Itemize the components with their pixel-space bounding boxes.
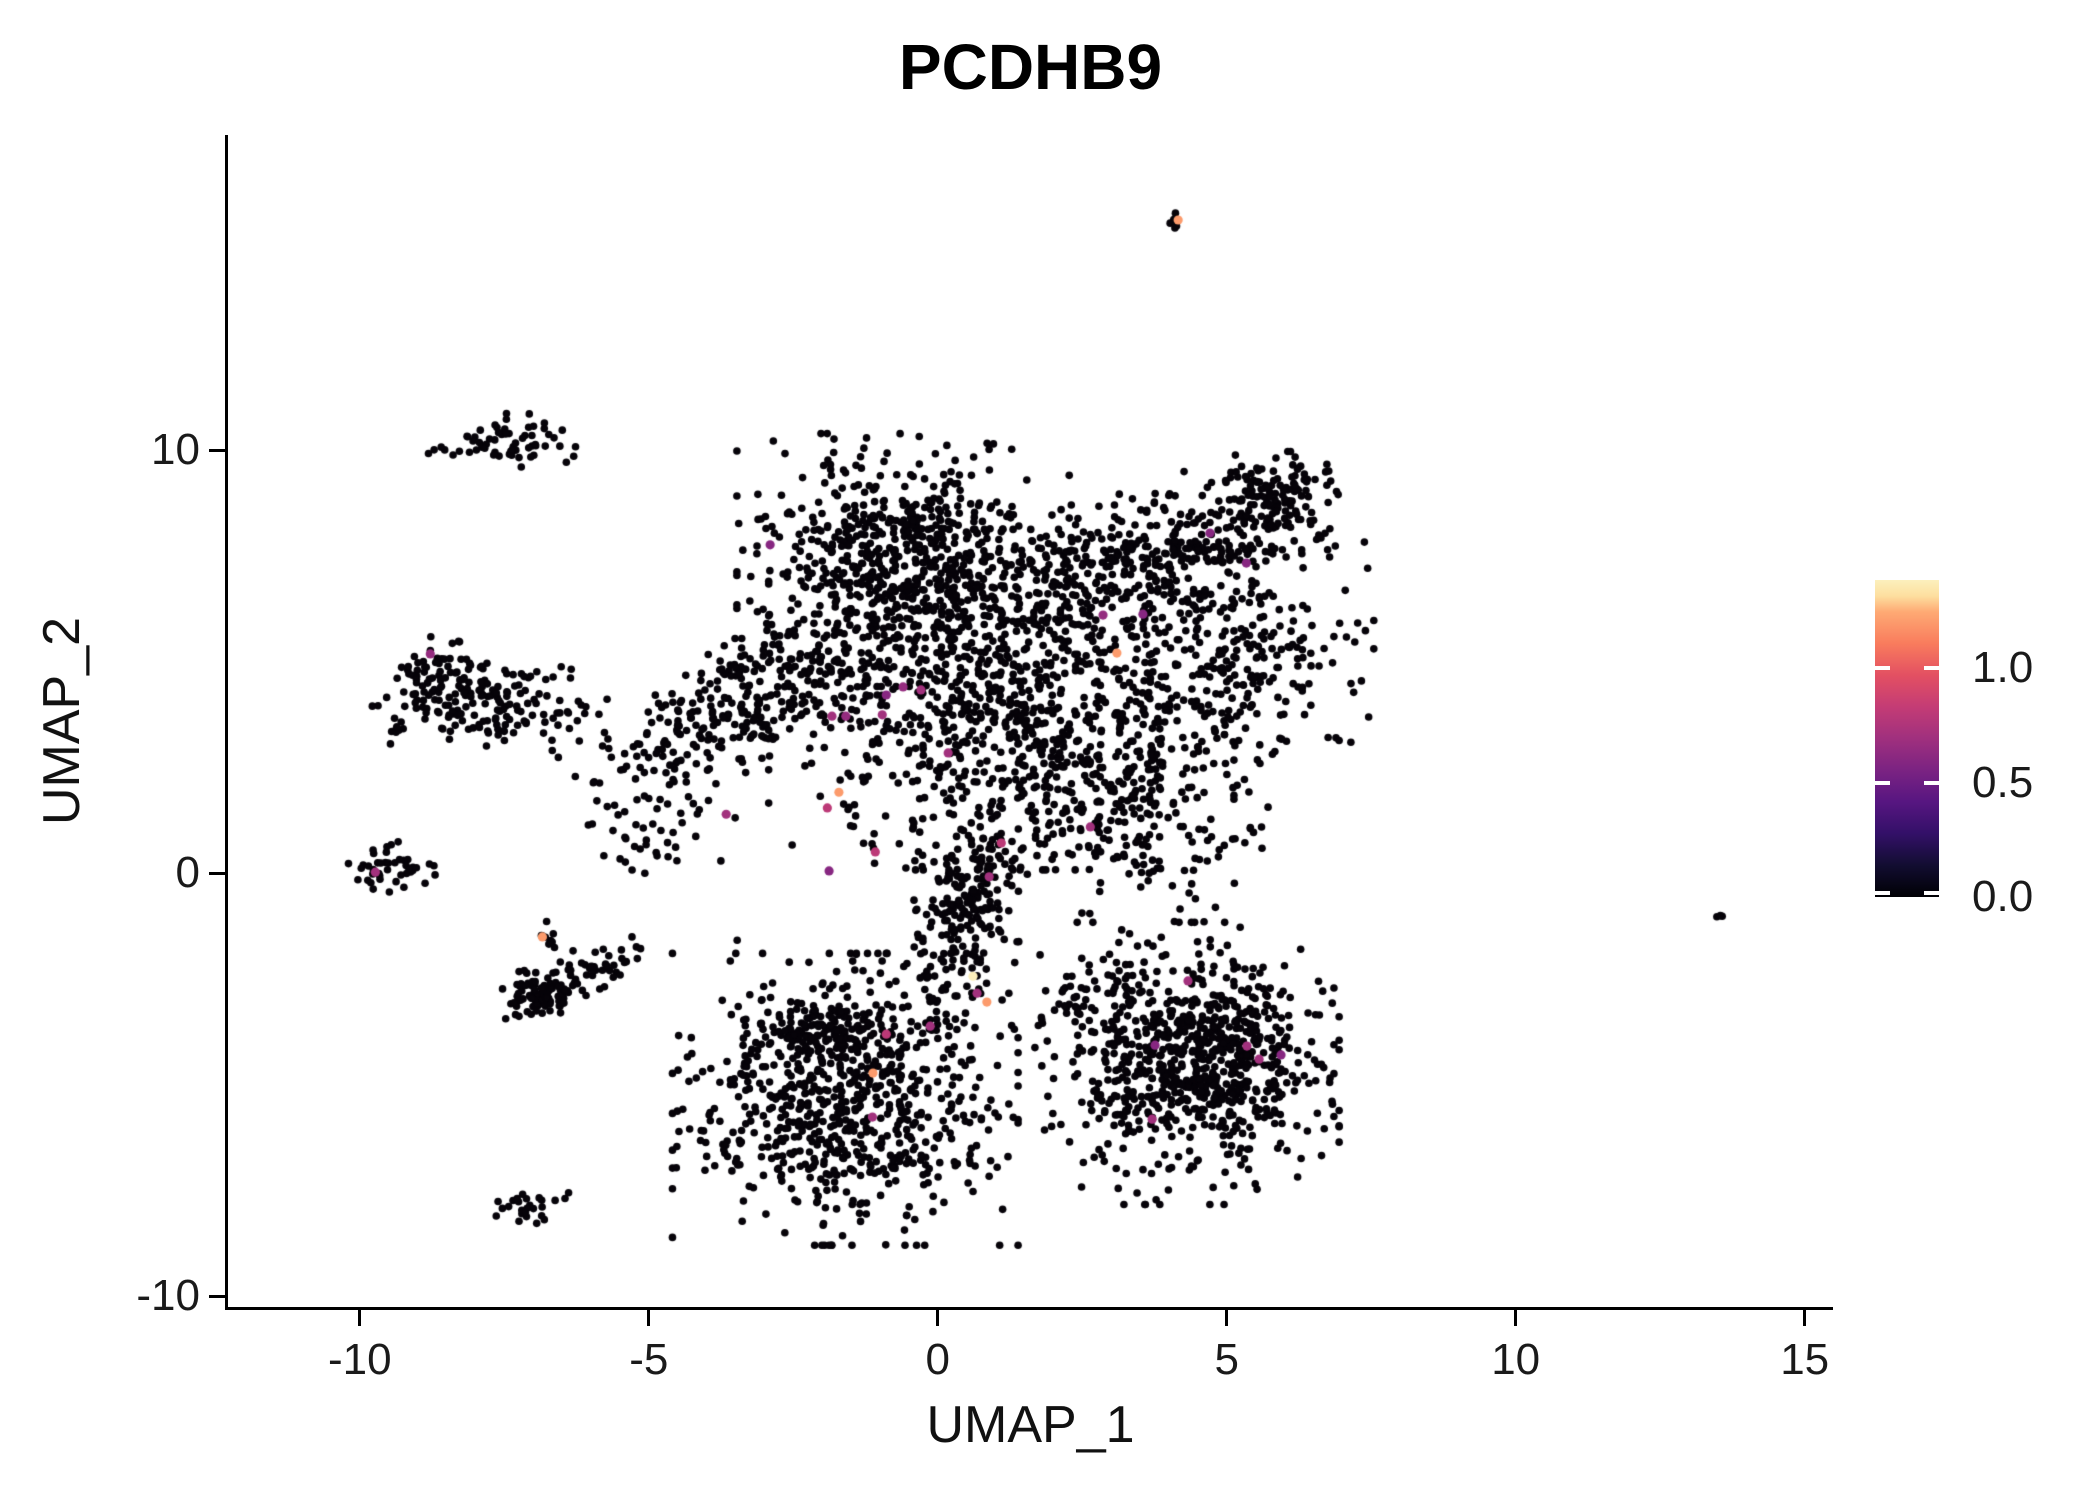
y-tick-label: 10 [151, 425, 200, 475]
x-tick-label: 15 [1780, 1335, 1830, 1384]
x-tick-mark [358, 1310, 362, 1326]
x-axis-line [225, 1307, 1833, 1310]
colorbar-tick-notch [1924, 891, 1939, 895]
x-tick-mark [936, 1310, 940, 1326]
plot-title: PCDHB9 [898, 31, 1163, 103]
x-tick-label: 5 [1214, 1335, 1239, 1384]
y-axis-title: UMAP_2 [33, 616, 91, 826]
expression-colorbar [1875, 580, 1939, 897]
colorbar-tick-notch [1924, 666, 1939, 670]
colorbar-tick-notch [1924, 780, 1939, 785]
y-tick-mark [209, 871, 225, 875]
colorbar-tick-notch [1875, 780, 1890, 785]
x-tick-mark [647, 1310, 651, 1326]
x-tick-mark [1803, 1310, 1807, 1326]
x-tick-label: 0 [925, 1335, 950, 1384]
y-tick-mark [209, 448, 225, 452]
colorbar-tick-label: 0.5 [1972, 757, 2034, 807]
x-axis-title: UMAP_1 [926, 1396, 1135, 1454]
colorbar-tick-notch [1875, 891, 1890, 895]
y-tick-label: 0 [175, 848, 200, 898]
colorbar-tick-label: 1.0 [1972, 643, 2034, 692]
colorbar-tick-label: 0.0 [1972, 872, 2034, 921]
x-tick-label: 10 [1491, 1335, 1541, 1384]
x-tick-label: -5 [629, 1335, 669, 1384]
x-tick-label: -10 [327, 1335, 392, 1384]
colorbar-tick-notch [1875, 666, 1890, 670]
x-tick-mark [1225, 1310, 1229, 1326]
y-tick-mark [209, 1294, 225, 1298]
y-tick-label: -10 [136, 1271, 200, 1320]
y-axis-line [225, 135, 228, 1310]
x-tick-mark [1514, 1310, 1518, 1326]
